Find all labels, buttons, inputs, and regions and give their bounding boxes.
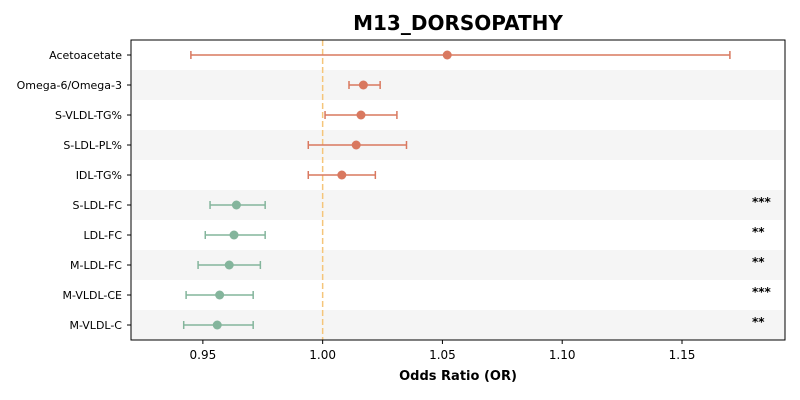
y-tick-label: M-VLDL-C (69, 319, 122, 332)
x-tick-label: 0.95 (190, 348, 217, 362)
significance-label: ** (752, 255, 765, 269)
x-tick-label: 1.15 (669, 348, 696, 362)
x-axis-label: Odds Ratio (OR) (399, 369, 517, 384)
significance-label: *** (752, 195, 772, 209)
or-point (212, 320, 222, 330)
y-tick-label: LDL-FC (83, 229, 122, 242)
y-tick-label: M-VLDL-CE (63, 289, 123, 302)
significance-label: ** (752, 315, 765, 329)
y-tick-label: Omega-6/Omega-3 (17, 79, 122, 92)
y-tick-label: S-VLDL-TG% (55, 109, 122, 122)
or-point (231, 200, 241, 210)
chart-title: M13_DORSOPATHY (353, 11, 563, 35)
y-tick-label: M-LDL-FC (70, 259, 122, 272)
row-band (131, 130, 785, 160)
or-point (358, 80, 368, 90)
or-point (224, 260, 234, 270)
or-point (229, 230, 239, 240)
significance-label: ** (752, 225, 765, 239)
or-point (442, 50, 452, 60)
or-point (351, 140, 361, 150)
y-tick-label: IDL-TG% (76, 169, 122, 182)
x-tick-label: 1.00 (309, 348, 336, 362)
or-point (337, 170, 347, 180)
y-tick-label: S-LDL-FC (73, 199, 123, 212)
significance-labels: ************ (752, 195, 772, 329)
y-axis-labels: Acetoacetate Omega-6/Omega-3 S-VLDL-TG% S-L… (17, 49, 131, 332)
data-marks (182, 50, 731, 330)
or-point (215, 290, 225, 300)
or-point (356, 110, 366, 120)
x-tick-label: 1.10 (549, 348, 576, 362)
x-axis: 0.95 1.00 1.05 1.10 1.15 (190, 340, 696, 362)
y-tick-label: Acetoacetate (49, 49, 122, 62)
plot-frame (130, 39, 786, 341)
significance-label: *** (752, 285, 772, 299)
x-tick-label: 1.05 (429, 348, 456, 362)
row-band (131, 70, 785, 100)
y-tick-label: S-LDL-PL% (63, 139, 122, 152)
